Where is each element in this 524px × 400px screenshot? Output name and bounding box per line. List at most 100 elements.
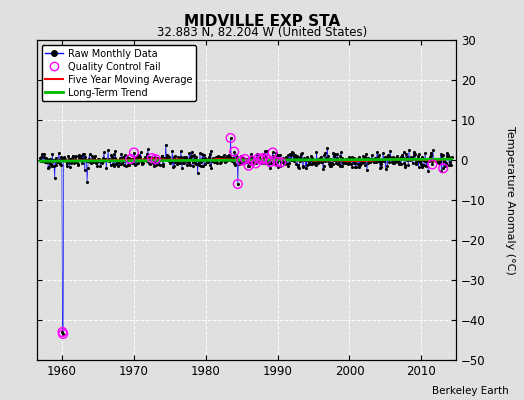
Point xyxy=(264,160,272,166)
Point xyxy=(225,152,233,158)
Point xyxy=(197,158,205,165)
Point xyxy=(354,154,363,161)
Point xyxy=(63,160,71,166)
Point xyxy=(169,164,177,171)
Point xyxy=(182,153,190,160)
Point xyxy=(282,154,291,160)
Point xyxy=(383,163,391,169)
Point xyxy=(151,156,160,162)
Point xyxy=(391,159,399,165)
Point xyxy=(201,161,209,167)
Point xyxy=(277,157,286,163)
Point xyxy=(188,148,196,155)
Point xyxy=(340,159,348,165)
Point xyxy=(309,159,317,165)
Point xyxy=(102,164,111,171)
Point xyxy=(179,160,188,166)
Point xyxy=(316,154,325,160)
Point xyxy=(301,157,309,163)
Point xyxy=(407,155,416,161)
Point xyxy=(56,161,64,168)
Point xyxy=(290,153,299,159)
Point xyxy=(88,153,96,160)
Point xyxy=(412,157,421,164)
Point xyxy=(225,157,234,163)
Point xyxy=(396,154,405,160)
Point xyxy=(257,156,266,163)
Point xyxy=(198,156,206,163)
Point xyxy=(227,156,235,162)
Point xyxy=(396,155,404,162)
Point xyxy=(276,152,284,158)
Point xyxy=(102,157,110,164)
Point xyxy=(242,156,250,162)
Point xyxy=(444,152,452,158)
Point xyxy=(227,157,236,164)
Point xyxy=(214,156,223,162)
Point xyxy=(133,152,141,158)
Point xyxy=(234,181,242,187)
Point xyxy=(222,158,231,164)
Point xyxy=(234,157,243,163)
Point xyxy=(351,160,359,166)
Point xyxy=(75,157,84,164)
Point xyxy=(214,153,222,160)
Point xyxy=(222,158,230,164)
Point xyxy=(54,149,63,156)
Point xyxy=(95,157,103,163)
Point xyxy=(148,155,156,161)
Point xyxy=(346,161,355,167)
Point xyxy=(289,158,298,164)
Point xyxy=(237,157,246,164)
Point xyxy=(60,156,68,162)
Point xyxy=(111,148,119,154)
Point xyxy=(215,154,223,160)
Point xyxy=(287,152,296,158)
Point xyxy=(435,156,444,163)
Point xyxy=(177,154,185,161)
Point xyxy=(387,156,395,162)
Point xyxy=(328,162,336,169)
Point xyxy=(313,160,322,166)
Point xyxy=(241,156,249,162)
Point xyxy=(340,159,348,166)
Point xyxy=(254,157,262,164)
Point xyxy=(248,158,256,164)
Point xyxy=(310,157,318,164)
Point xyxy=(200,157,209,163)
Point xyxy=(300,155,309,162)
Point xyxy=(50,162,58,169)
Point xyxy=(66,156,74,162)
Point xyxy=(168,148,177,154)
Point xyxy=(118,158,127,164)
Point xyxy=(80,150,89,157)
Point xyxy=(112,159,121,166)
Point xyxy=(183,158,192,164)
Point xyxy=(296,158,304,164)
Point xyxy=(91,153,99,159)
Point xyxy=(160,155,168,161)
Point xyxy=(226,135,235,141)
Point xyxy=(247,153,256,160)
Point xyxy=(147,154,156,160)
Point xyxy=(281,156,289,163)
Legend: Raw Monthly Data, Quality Control Fail, Five Year Moving Average, Long-Term Tren: Raw Monthly Data, Quality Control Fail, … xyxy=(41,45,196,101)
Point xyxy=(52,162,60,168)
Point xyxy=(47,160,55,167)
Point xyxy=(314,156,322,162)
Point xyxy=(108,154,116,160)
Point xyxy=(127,156,135,162)
Point xyxy=(64,152,73,159)
Point xyxy=(228,156,237,163)
Point xyxy=(105,156,114,162)
Point xyxy=(353,156,362,162)
Point xyxy=(53,159,61,166)
Point xyxy=(211,159,220,166)
Point xyxy=(70,160,78,166)
Point xyxy=(237,153,245,159)
Point xyxy=(280,157,289,164)
Point xyxy=(216,160,225,166)
Point xyxy=(388,160,397,166)
Point xyxy=(347,156,355,163)
Point xyxy=(57,162,66,168)
